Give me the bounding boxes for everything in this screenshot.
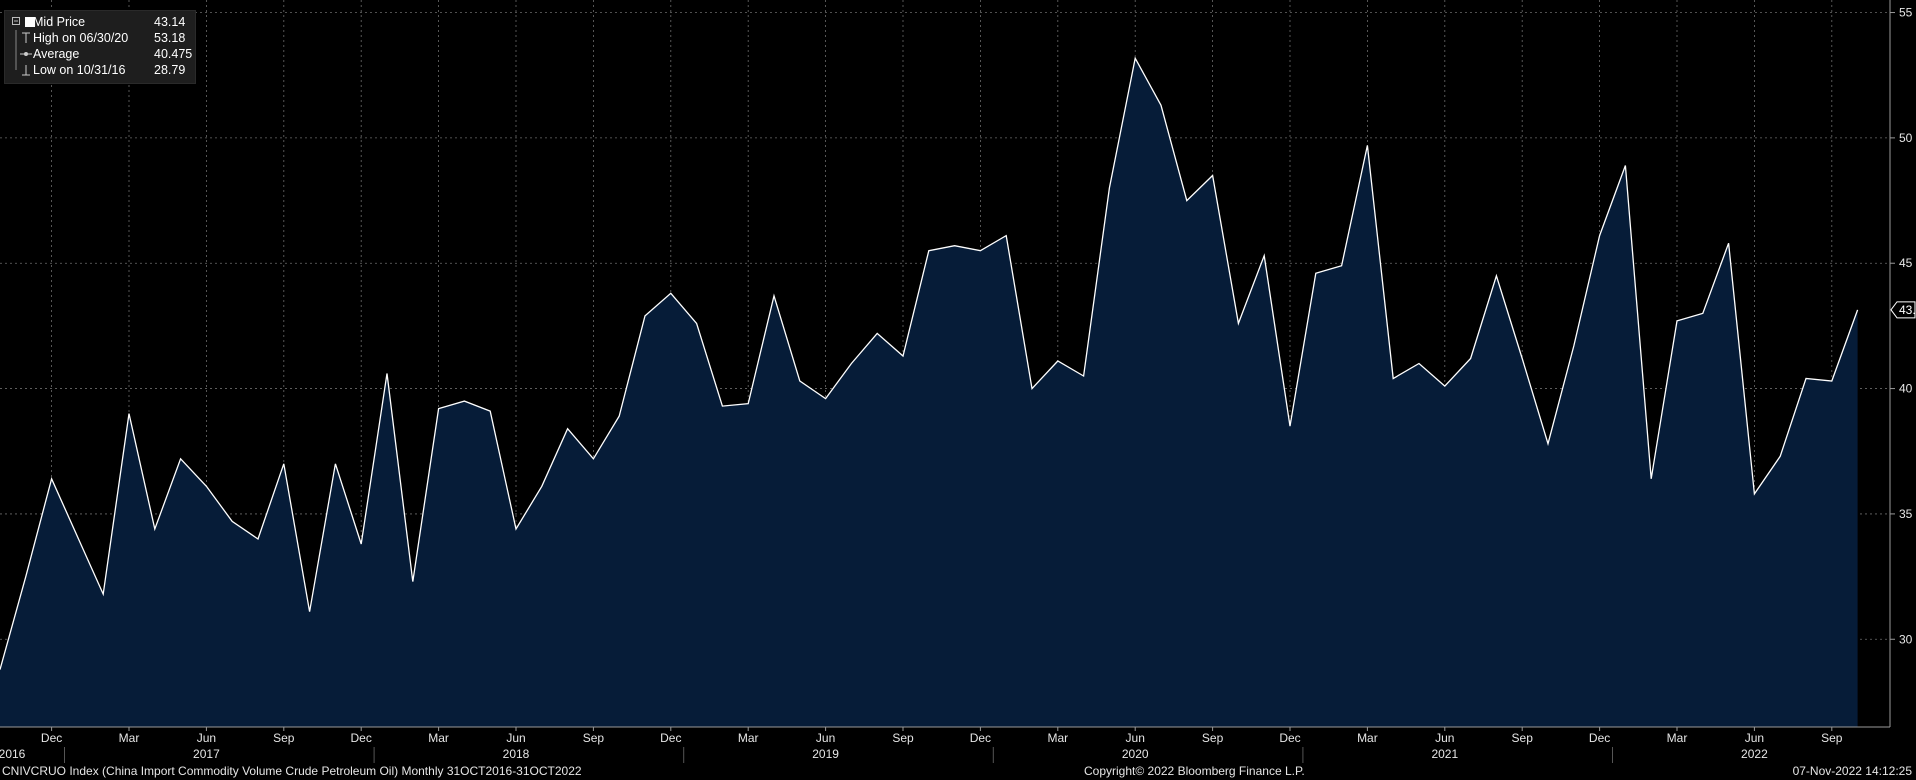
legend-value: 53.18 bbox=[154, 31, 186, 45]
legend-box: Mid Price 43.14 High on 06/30/20 53.18 A… bbox=[4, 10, 196, 84]
y-axis: 30 35 40 45 50 55 bbox=[1889, 0, 1913, 727]
x-month-tick-label: Dec bbox=[351, 731, 372, 745]
y-tick-label: 35 bbox=[1899, 507, 1913, 521]
legend-item-low[interactable]: Low on 10/31/16 28.79 bbox=[11, 62, 191, 78]
x-year-label: 2017 bbox=[193, 747, 220, 761]
y-tick-label: 50 bbox=[1899, 131, 1913, 145]
x-month-tick-label: Dec bbox=[660, 731, 681, 745]
x-month-tick-label: Mar bbox=[1357, 731, 1378, 745]
legend-value: 40.475 bbox=[154, 47, 193, 61]
x-month-tick-label: Sep bbox=[892, 731, 914, 745]
x-axis: Dec Mar Jun Sep Dec Mar Jun Sep Dec Mar Jun Sep Dec M… bbox=[0, 726, 1890, 763]
low-marker-icon bbox=[11, 62, 33, 78]
x-month-tick-label: Sep bbox=[1512, 731, 1534, 745]
footer-description: CNIVCRUO Index (China Import Commodity V… bbox=[2, 764, 582, 778]
x-month-tick-label: Dec bbox=[970, 731, 991, 745]
x-month-tick-label: Dec bbox=[1589, 731, 1610, 745]
last-value-label: 43.14 bbox=[1899, 303, 1916, 317]
y-tick-label: 40 bbox=[1899, 382, 1913, 396]
x-month-tick-label: Jun bbox=[1745, 731, 1764, 745]
mid-price-series-line bbox=[0, 56, 1859, 670]
legend-value: 43.14 bbox=[154, 15, 186, 29]
legend-label: Low on 10/31/16 bbox=[33, 63, 126, 77]
price-area-fill bbox=[0, 58, 1858, 727]
y-tick-label: 30 bbox=[1899, 632, 1913, 646]
x-month-tick-label: Jun bbox=[506, 731, 525, 745]
legend-item-mid-price[interactable]: Mid Price 43.14 bbox=[11, 14, 191, 30]
x-year-label: 2022 bbox=[1741, 747, 1768, 761]
legend-item-average[interactable]: Average 40.475 bbox=[11, 46, 193, 62]
legend-label: Average bbox=[33, 47, 80, 61]
y-tick-label: 55 bbox=[1899, 6, 1913, 20]
x-month-tick-label: Mar bbox=[1047, 731, 1068, 745]
x-month-tick-label: Mar bbox=[738, 731, 759, 745]
x-month-tick-label: Dec bbox=[1279, 731, 1300, 745]
legend-value: 28.79 bbox=[154, 63, 186, 77]
x-month-tick-label: Mar bbox=[119, 731, 140, 745]
x-month-tick-label: Mar bbox=[428, 731, 449, 745]
footer-copyright: Copyright© 2022 Bloomberg Finance L.P. bbox=[1084, 764, 1305, 778]
x-year-label: 2016 bbox=[0, 747, 26, 761]
x-month-tick-label: Dec bbox=[41, 731, 62, 745]
collapse-toggle-icon[interactable] bbox=[11, 14, 35, 30]
average-marker-icon bbox=[11, 46, 33, 62]
x-month-tick-label: Sep bbox=[273, 731, 295, 745]
footer-timestamp: 07-Nov-2022 14:12:25 bbox=[1792, 764, 1912, 778]
x-year-label: 2018 bbox=[503, 747, 530, 761]
x-month-tick-label: Jun bbox=[1435, 731, 1454, 745]
high-marker-icon bbox=[11, 30, 33, 46]
x-month-tick-label: Jun bbox=[816, 731, 835, 745]
legend-label: Mid Price bbox=[33, 15, 86, 29]
x-month-tick-label: Sep bbox=[1202, 731, 1224, 745]
x-year-label: 2020 bbox=[1122, 747, 1149, 761]
last-value-tag: 43.14 bbox=[1890, 301, 1916, 319]
square-swatch-icon bbox=[25, 17, 35, 27]
x-year-label: 2019 bbox=[812, 747, 839, 761]
footer-bar: CNIVCRUO Index (China Import Commodity V… bbox=[0, 763, 1916, 780]
legend-label: High on 06/30/20 bbox=[33, 31, 129, 45]
legend-item-high[interactable]: High on 06/30/20 53.18 bbox=[11, 30, 191, 46]
x-month-tick-label: Sep bbox=[583, 731, 605, 745]
x-year-label: 2021 bbox=[1431, 747, 1458, 761]
x-month-tick-label: Jun bbox=[1126, 731, 1145, 745]
x-month-tick-label: Mar bbox=[1667, 731, 1688, 745]
y-tick-label: 45 bbox=[1899, 256, 1913, 270]
x-month-tick-label: Sep bbox=[1821, 731, 1843, 745]
x-month-tick-label: Jun bbox=[197, 731, 216, 745]
